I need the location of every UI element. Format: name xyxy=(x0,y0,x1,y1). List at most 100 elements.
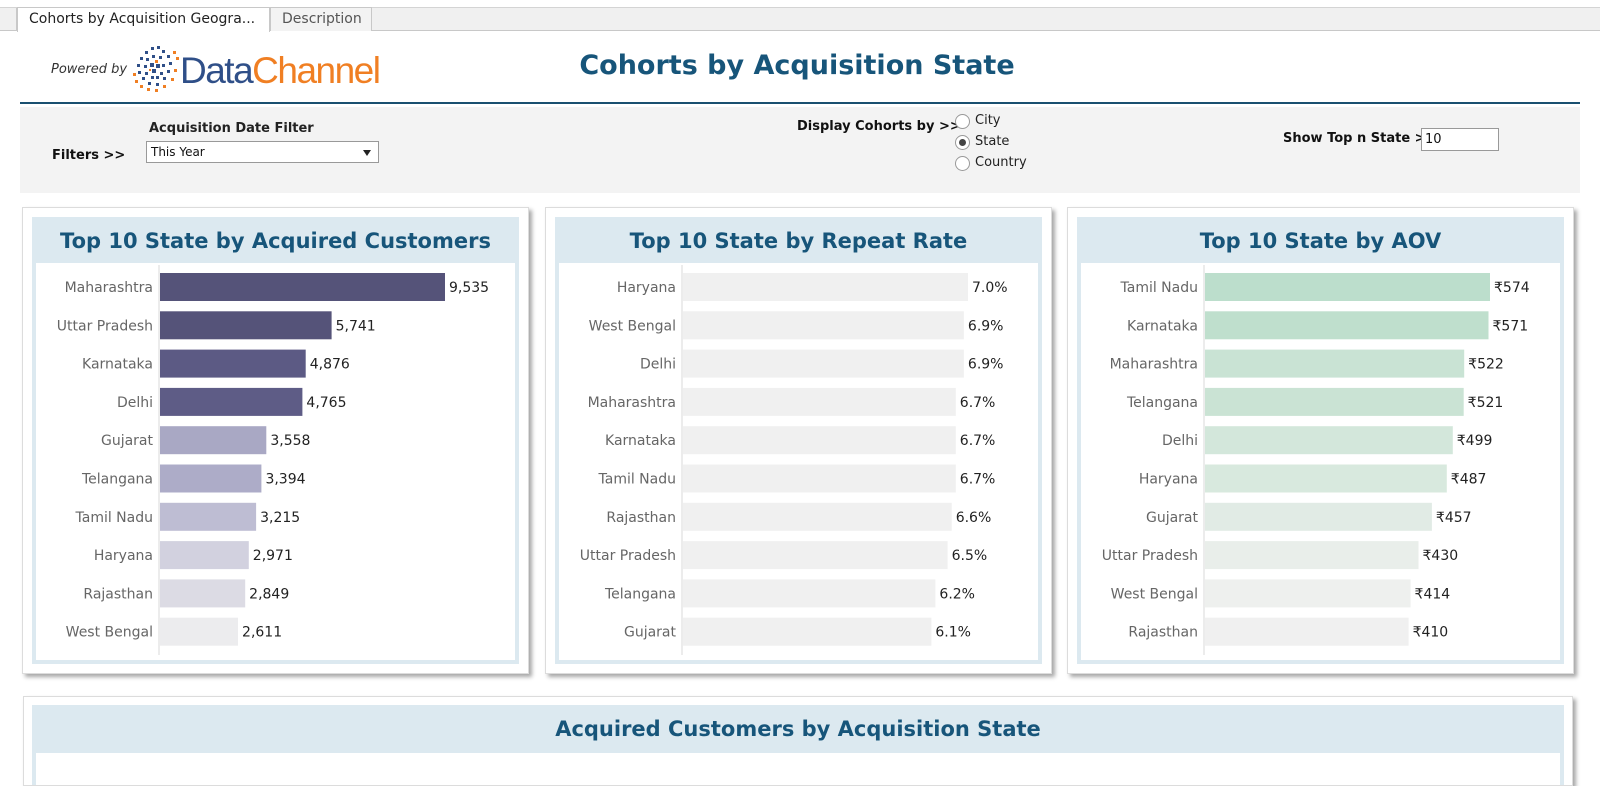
chart-data-label: 6.2% xyxy=(939,586,975,602)
chart-bar[interactable] xyxy=(683,541,948,570)
chart-category-label: Telangana xyxy=(81,472,153,488)
chart-bar[interactable] xyxy=(1205,273,1490,301)
chart-bar[interactable] xyxy=(160,502,257,531)
chart-bar[interactable] xyxy=(160,579,246,608)
chart-acquired-customers: Maharashtra 9,535 Uttar Pradesh 5,741 Karnat… xyxy=(57,265,489,655)
chart-bar[interactable] xyxy=(1205,426,1453,455)
radio-circle-state[interactable] xyxy=(955,135,970,150)
chart-data-label: 2,611 xyxy=(242,625,282,641)
tab-strip: Cohorts by Acquisition Geogra... Descrip… xyxy=(0,7,1600,32)
chart-bar[interactable] xyxy=(1205,387,1464,416)
chart-bar[interactable] xyxy=(683,273,968,301)
radio-circle-city[interactable] xyxy=(955,114,970,129)
show-top-n-label: Show Top n State >> xyxy=(1283,131,1437,146)
chart-category-label: Telangana xyxy=(604,586,676,602)
chart-bar[interactable] xyxy=(160,541,249,570)
header-divider xyxy=(20,102,1580,104)
chart-data-label: ₹457 xyxy=(1436,510,1472,526)
top-n-input[interactable] xyxy=(1421,128,1499,151)
tab-description[interactable]: Description xyxy=(270,7,372,31)
chart-bar[interactable] xyxy=(160,273,445,301)
radio-label-state[interactable]: State xyxy=(975,134,1010,149)
chart-data-label: ₹410 xyxy=(1413,625,1449,641)
chart-bar[interactable] xyxy=(160,311,332,340)
tab-cohorts-by-acquisition-geography[interactable]: Cohorts by Acquisition Geogra... xyxy=(17,7,270,32)
radio-label-country[interactable]: Country xyxy=(975,155,1027,170)
chart-category-label: Delhi xyxy=(1162,433,1198,449)
tab-strip-lead xyxy=(7,8,17,30)
chart-bar[interactable] xyxy=(1205,502,1432,531)
chart-data-label: 9,535 xyxy=(449,280,489,296)
chart-category-label: Rajasthan xyxy=(1128,625,1198,641)
logo-text-data: Data xyxy=(180,50,254,91)
chart-category-label: Delhi xyxy=(640,357,676,373)
chart-bar[interactable] xyxy=(1205,617,1409,646)
chart-category-label: West Bengal xyxy=(66,625,153,641)
chart-category-label: Karnataka xyxy=(1127,318,1198,334)
logo-text-channel: Channel xyxy=(252,50,381,91)
chart-bar[interactable] xyxy=(1205,464,1447,493)
chart-category-label: Tamil Nadu xyxy=(1120,280,1199,296)
chart-bar[interactable] xyxy=(683,426,956,455)
acquisition-date-select[interactable]: This Year xyxy=(146,141,379,163)
chart-category-label: Tamil Nadu xyxy=(598,472,677,488)
chart-data-label: ₹487 xyxy=(1451,472,1487,488)
chart-data-label: 3,558 xyxy=(270,433,310,449)
chart-category-label: West Bengal xyxy=(589,318,676,334)
chart-data-label: 6.9% xyxy=(968,357,1004,373)
chart-category-label: Maharashtra xyxy=(1110,357,1198,373)
chart-bar[interactable] xyxy=(160,387,303,416)
chart-bar[interactable] xyxy=(683,617,932,646)
chart-data-label: 4,765 xyxy=(306,395,346,411)
chart-bar[interactable] xyxy=(683,349,964,378)
chart-data-label: ₹521 xyxy=(1468,395,1504,411)
chart-category-label: Haryana xyxy=(1139,472,1198,488)
chart-bar[interactable] xyxy=(1205,349,1465,378)
chart-bar[interactable] xyxy=(683,311,964,340)
chart-category-label: Delhi xyxy=(117,395,153,411)
chart-category-label: Uttar Pradesh xyxy=(57,318,153,334)
chart-data-label: 7.0% xyxy=(972,280,1008,296)
chart-title: Top 10 State by Acquired Customers xyxy=(32,217,519,263)
chart-data-label: ₹430 xyxy=(1423,548,1459,564)
chart-bar[interactable] xyxy=(683,387,956,416)
chart-data-label: 6.7% xyxy=(960,395,996,411)
bottom-panel-body xyxy=(32,753,1564,785)
chart-category-label: Maharashtra xyxy=(588,395,676,411)
chart-bar[interactable] xyxy=(160,349,306,378)
chart-data-label: ₹522 xyxy=(1468,357,1504,373)
chart-category-label: Uttar Pradesh xyxy=(580,548,676,564)
chart-data-label: 6.7% xyxy=(960,433,996,449)
chart-bar[interactable] xyxy=(160,617,238,646)
panel-frame xyxy=(555,217,1042,664)
bottom-panel-title: Acquired Customers by Acquisition State xyxy=(32,705,1564,753)
chart-bar[interactable] xyxy=(683,579,936,608)
radio-label-city[interactable]: City xyxy=(975,113,1001,128)
chart-bar[interactable] xyxy=(160,464,262,493)
chart-bar[interactable] xyxy=(160,426,267,455)
panel-frame xyxy=(32,217,519,664)
chart-bar[interactable] xyxy=(1205,311,1489,340)
chevron-down-icon[interactable] xyxy=(363,150,371,156)
chart-data-label: 3,394 xyxy=(265,472,305,488)
chart-data-label: 4,876 xyxy=(310,357,350,373)
filters-label: Filters >> xyxy=(52,148,126,163)
chart-category-label: Gujarat xyxy=(1146,510,1199,526)
chart-data-label: 6.6% xyxy=(956,510,992,526)
chart-data-label: 6.9% xyxy=(968,318,1004,334)
panel-acquired-customers-by-state: Acquired Customers by Acquisition State xyxy=(23,696,1573,786)
chart-category-label: Karnataka xyxy=(82,357,153,373)
panel-acquired-customers: Top 10 State by Acquired Customers Mahar… xyxy=(22,207,529,674)
chart-data-label: ₹571 xyxy=(1493,318,1529,334)
chart-category-label: Tamil Nadu xyxy=(75,510,154,526)
chart-bar[interactable] xyxy=(1205,541,1419,570)
chart-category-label: Rajasthan xyxy=(83,586,153,602)
chart-bar[interactable] xyxy=(683,464,956,493)
radio-circle-country[interactable] xyxy=(955,156,970,171)
chart-category-label: Uttar Pradesh xyxy=(1102,548,1198,564)
chart-bar[interactable] xyxy=(1205,579,1411,608)
chart-category-label: Haryana xyxy=(94,548,153,564)
datachannel-globe-icon xyxy=(133,46,179,92)
chart-bar[interactable] xyxy=(683,502,952,531)
chart-data-label: 5,741 xyxy=(336,318,376,334)
